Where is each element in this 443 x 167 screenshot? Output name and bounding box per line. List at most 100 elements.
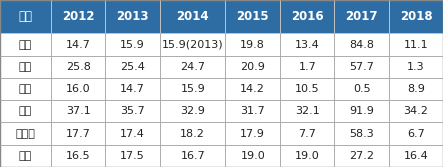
Bar	[51, 56, 105, 78]
Text: 14.7: 14.7	[120, 84, 145, 94]
Text: 91.9: 91.9	[349, 106, 374, 116]
Bar	[51, 78, 105, 100]
Text: 0.5: 0.5	[353, 84, 370, 94]
Text: 24.7: 24.7	[180, 62, 205, 72]
Text: 32.9: 32.9	[180, 106, 205, 116]
Text: 한국: 한국	[19, 151, 32, 161]
Text: 15.9: 15.9	[180, 84, 205, 94]
Bar	[105, 122, 160, 145]
Bar	[0, 0, 51, 33]
Bar	[389, 33, 443, 56]
Text: 17.9: 17.9	[240, 129, 265, 139]
Bar	[225, 122, 280, 145]
Bar	[280, 100, 334, 122]
Bar	[389, 100, 443, 122]
Text: 7.7: 7.7	[298, 129, 316, 139]
Text: 17.5: 17.5	[120, 151, 145, 161]
Text: 1.3: 1.3	[407, 62, 425, 72]
Bar	[334, 145, 389, 167]
Text: 10.5: 10.5	[295, 84, 319, 94]
Bar	[225, 33, 280, 56]
Bar	[0, 122, 51, 145]
Bar	[225, 145, 280, 167]
Bar	[389, 78, 443, 100]
Bar	[334, 100, 389, 122]
Text: 2015: 2015	[237, 10, 269, 23]
Text: 17.4: 17.4	[120, 129, 145, 139]
Bar	[160, 33, 225, 56]
Text: 37.1: 37.1	[66, 106, 90, 116]
Bar	[105, 78, 160, 100]
Text: 16.4: 16.4	[404, 151, 428, 161]
Text: 2018: 2018	[400, 10, 432, 23]
Text: 6.7: 6.7	[407, 129, 425, 139]
Bar	[160, 100, 225, 122]
Bar	[160, 145, 225, 167]
Bar	[51, 100, 105, 122]
Text: 15.9(2013): 15.9(2013)	[162, 40, 224, 50]
Text: 독일: 독일	[19, 62, 32, 72]
Text: 16.0: 16.0	[66, 84, 90, 94]
Text: 국가: 국가	[19, 10, 32, 23]
Bar	[280, 122, 334, 145]
Bar	[0, 100, 51, 122]
Text: 16.7: 16.7	[180, 151, 205, 161]
Bar	[0, 78, 51, 100]
Text: 31.7: 31.7	[241, 106, 265, 116]
Text: 17.7: 17.7	[66, 129, 91, 139]
Text: 13.4: 13.4	[295, 40, 319, 50]
Text: 19.0: 19.0	[295, 151, 319, 161]
Text: 일본: 일본	[19, 106, 32, 116]
Bar	[280, 145, 334, 167]
Text: 영국: 영국	[19, 84, 32, 94]
Bar	[160, 0, 225, 33]
Text: 20.9: 20.9	[240, 62, 265, 72]
Bar	[225, 78, 280, 100]
Bar	[105, 145, 160, 167]
Text: 미국: 미국	[19, 40, 32, 50]
Bar	[105, 0, 160, 33]
Bar	[280, 33, 334, 56]
Bar	[105, 56, 160, 78]
Bar	[389, 56, 443, 78]
Bar	[334, 122, 389, 145]
Text: 14.2: 14.2	[240, 84, 265, 94]
Bar	[280, 78, 334, 100]
Bar	[105, 33, 160, 56]
Bar	[51, 33, 105, 56]
Text: 32.1: 32.1	[295, 106, 319, 116]
Bar	[225, 0, 280, 33]
Text: 57.7: 57.7	[349, 62, 374, 72]
Bar	[51, 145, 105, 167]
Text: 19.0: 19.0	[241, 151, 265, 161]
Bar	[334, 78, 389, 100]
Text: 2016: 2016	[291, 10, 323, 23]
Text: 84.8: 84.8	[349, 40, 374, 50]
Text: 19.8: 19.8	[240, 40, 265, 50]
Bar	[334, 0, 389, 33]
Bar	[160, 78, 225, 100]
Text: 35.7: 35.7	[120, 106, 145, 116]
Text: 11.1: 11.1	[404, 40, 428, 50]
Bar	[160, 56, 225, 78]
Text: 18.2: 18.2	[180, 129, 205, 139]
Text: 25.8: 25.8	[66, 62, 91, 72]
Bar	[334, 33, 389, 56]
Bar	[225, 100, 280, 122]
Text: 2012: 2012	[62, 10, 94, 23]
Text: 27.2: 27.2	[349, 151, 374, 161]
Text: 2013: 2013	[117, 10, 149, 23]
Text: 16.5: 16.5	[66, 151, 90, 161]
Bar	[0, 56, 51, 78]
Bar	[0, 33, 51, 56]
Text: 25.4: 25.4	[120, 62, 145, 72]
Bar	[389, 145, 443, 167]
Bar	[225, 56, 280, 78]
Text: 2017: 2017	[346, 10, 378, 23]
Bar	[280, 56, 334, 78]
Text: 15.9: 15.9	[120, 40, 145, 50]
Bar	[334, 56, 389, 78]
Text: 58.3: 58.3	[350, 129, 374, 139]
Bar	[389, 122, 443, 145]
Bar	[105, 100, 160, 122]
